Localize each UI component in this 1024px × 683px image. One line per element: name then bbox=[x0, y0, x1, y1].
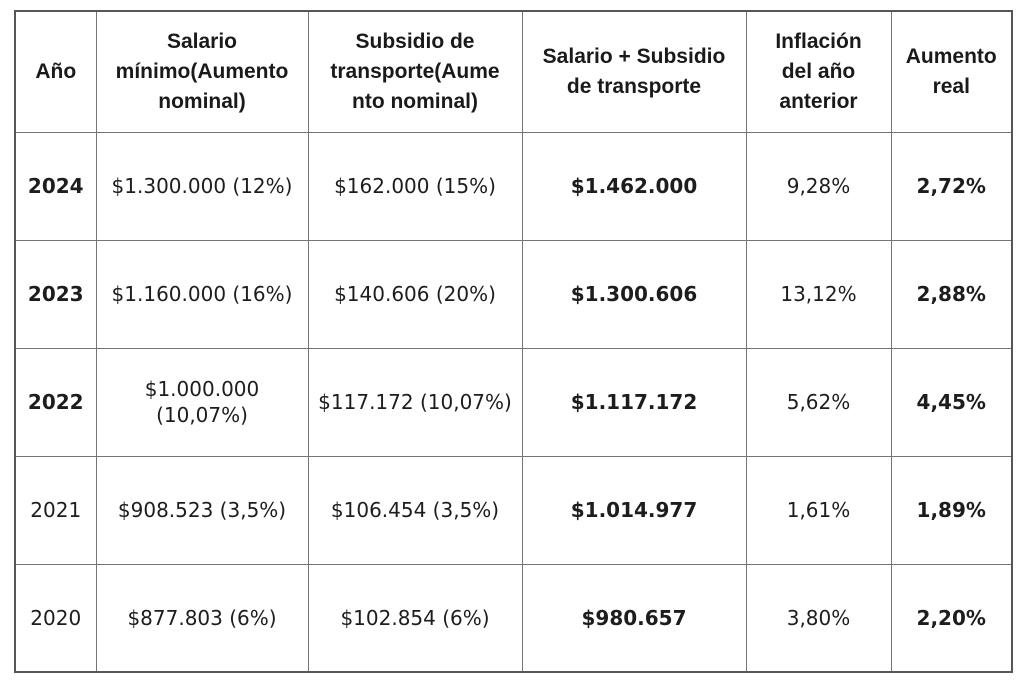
cell-salario-mas-subsidio: $1.117.172 bbox=[521, 347, 747, 457]
header-cell-salario-minimo: Salario mínimo(Aumento nominal) bbox=[95, 10, 309, 133]
cell-salario-minimo: $908.523 (3,5%) bbox=[95, 455, 309, 565]
cell-salario-mas-subsidio: $1.014.977 bbox=[521, 455, 747, 565]
row-2020: 2020 $877.803 (6%) $102.854 (6%) $980.65… bbox=[14, 563, 1013, 673]
cell-inflacion: 9,28% bbox=[745, 131, 892, 241]
header-cell-subsidio-transporte: Subsidio de transporte(Aumento nominal) bbox=[307, 10, 523, 133]
table-body: 2024 $1.300.000 (12%) $162.000 (15%) $1.… bbox=[14, 131, 1013, 673]
cell-ano: 2021 bbox=[14, 455, 97, 565]
cell-salario-minimo: $1.160.000 (16%) bbox=[95, 239, 309, 349]
cell-salario-mas-subsidio: $1.462.000 bbox=[521, 131, 747, 241]
header-label-aumento-real: Aumento real bbox=[905, 44, 997, 98]
header-cell-salario-mas-subsidio: Salario + Subsidio de transporte bbox=[521, 10, 747, 133]
cell-salario-minimo: $877.803 (6%) bbox=[95, 563, 309, 673]
header-label-subsidio-transporte: Subsidio de transporte(Aumento nominal) bbox=[330, 30, 500, 113]
cell-inflacion: 5,62% bbox=[745, 347, 892, 457]
cell-subsidio-transporte: $102.854 (6%) bbox=[307, 563, 523, 673]
cell-salario-minimo-value: $1.300.000 (12%) bbox=[111, 174, 293, 198]
header-label-inflacion: Inflación del año anterior bbox=[775, 30, 862, 113]
cell-inflacion: 1,61% bbox=[745, 455, 892, 565]
cell-inflacion: 13,12% bbox=[745, 239, 892, 349]
cell-aumento-real: 1,89% bbox=[890, 455, 1013, 565]
header-label-salario-mas-subsidio: Salario + Subsidio de transporte bbox=[542, 44, 726, 98]
header-cell-ano: Año bbox=[14, 10, 97, 133]
table-header: Año Salario mínimo(Aumento nominal) Subs… bbox=[14, 10, 1013, 133]
header-label-salario-minimo: Salario mínimo(Aumento nominal) bbox=[115, 30, 289, 113]
cell-inflacion: 3,80% bbox=[745, 563, 892, 673]
cell-salario-minimo: $1.300.000 (12%) bbox=[95, 131, 309, 241]
cell-salario-minimo-value: $908.523 (3,5%) bbox=[117, 498, 287, 522]
cell-subsidio-transporte: $106.454 (3,5%) bbox=[307, 455, 523, 565]
header-label-ano: Año bbox=[35, 59, 77, 83]
header-row: Año Salario mínimo(Aumento nominal) Subs… bbox=[14, 10, 1013, 133]
cell-ano: 2024 bbox=[14, 131, 97, 241]
minimum-wage-table: Año Salario mínimo(Aumento nominal) Subs… bbox=[14, 10, 1013, 673]
row-2023: 2023 $1.160.000 (16%) $140.606 (20%) $1.… bbox=[14, 239, 1013, 349]
cell-salario-minimo-value: $877.803 (6%) bbox=[127, 605, 277, 630]
cell-subsidio-transporte: $140.606 (20%) bbox=[307, 239, 523, 349]
row-2024: 2024 $1.300.000 (12%) $162.000 (15%) $1.… bbox=[14, 131, 1013, 241]
header-cell-inflacion: Inflación del año anterior bbox=[745, 10, 892, 133]
cell-aumento-real: 2,20% bbox=[890, 563, 1013, 673]
cell-ano: 2023 bbox=[14, 239, 97, 349]
cell-aumento-real: 4,45% bbox=[890, 347, 1013, 457]
row-2021: 2021 $908.523 (3,5%) $106.454 (3,5%) $1.… bbox=[14, 455, 1013, 565]
header-cell-aumento-real: Aumento real bbox=[890, 10, 1013, 133]
cell-subsidio-transporte: $162.000 (15%) bbox=[307, 131, 523, 241]
cell-aumento-real: 2,88% bbox=[890, 239, 1013, 349]
cell-salario-mas-subsidio: $1.300.606 bbox=[521, 239, 747, 349]
cell-aumento-real: 2,72% bbox=[890, 131, 1013, 241]
cell-subsidio-transporte: $117.172 (10,07%) bbox=[307, 347, 523, 457]
cell-salario-minimo: $1.000.000 (10,07%) bbox=[95, 347, 309, 457]
cell-ano: 2022 bbox=[14, 347, 97, 457]
cell-salario-minimo-value: $1.160.000 (16%) bbox=[111, 282, 293, 306]
row-2022: 2022 $1.000.000 (10,07%) $117.172 (10,07… bbox=[14, 347, 1013, 457]
cell-salario-mas-subsidio: $980.657 bbox=[521, 563, 747, 673]
cell-ano: 2020 bbox=[14, 563, 97, 673]
cell-salario-minimo-value: $1.000.000 (10,07%) bbox=[144, 377, 260, 427]
